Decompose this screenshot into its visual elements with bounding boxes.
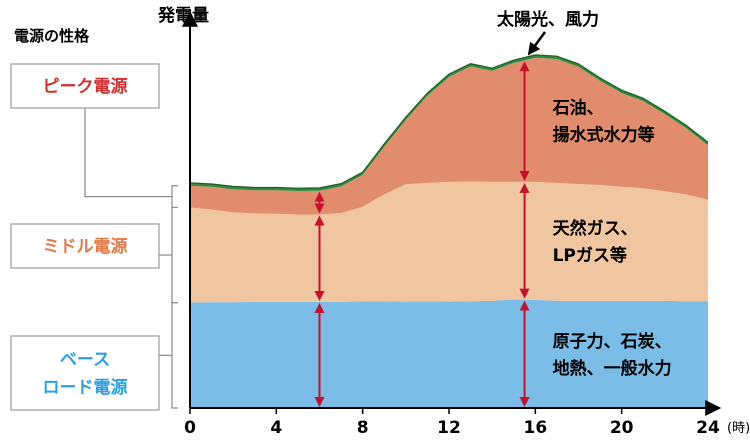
category-bracket	[171, 206, 178, 304]
x-axis-unit: (時)	[727, 421, 750, 436]
area-series-2	[190, 57, 708, 215]
annotation-solar-wind: 太陽光、風力	[497, 9, 599, 30]
annotation-pointer	[527, 31, 547, 56]
x-tick-label: 8	[357, 418, 369, 438]
x-ticks: 0 4 8 12 16 20 24	[184, 408, 720, 438]
annotation-series-1: LPガス等	[553, 245, 627, 266]
category-label: ピーク電源	[43, 76, 128, 97]
category-connector	[84, 108, 172, 198]
category-box	[10, 63, 160, 109]
category-bracket	[171, 185, 178, 209]
area-series-0	[190, 299, 708, 408]
annotation-series-0: 地熱、一般水力	[553, 358, 672, 379]
category-bracket	[171, 302, 178, 409]
annotation-series-2: 揚水式水力等	[553, 124, 655, 145]
annotation-series-0: 原子力、石炭、	[553, 331, 672, 352]
top-outline	[189, 54, 709, 189]
category-label: ベース	[60, 350, 110, 370]
x-tick-label: 4	[270, 418, 282, 438]
category-label: ミドル電源	[43, 236, 128, 257]
x-tick-label: 16	[523, 418, 547, 438]
legend-heading: 電源の性格	[14, 27, 90, 45]
category-box	[10, 223, 160, 269]
y-axis-label: 発電量	[157, 5, 209, 26]
range-arrows	[314, 61, 530, 407]
annotation-series-2: 石油、	[552, 97, 604, 118]
x-tick-label: 0	[184, 418, 196, 438]
x-tick-label: 12	[437, 418, 461, 438]
x-tick-label: 24	[696, 418, 720, 438]
x-tick-label: 20	[610, 418, 634, 438]
category-box	[10, 335, 160, 411]
category-label: ロード電源	[43, 377, 128, 398]
annotation-series-1: 天然ガス、	[553, 218, 638, 239]
